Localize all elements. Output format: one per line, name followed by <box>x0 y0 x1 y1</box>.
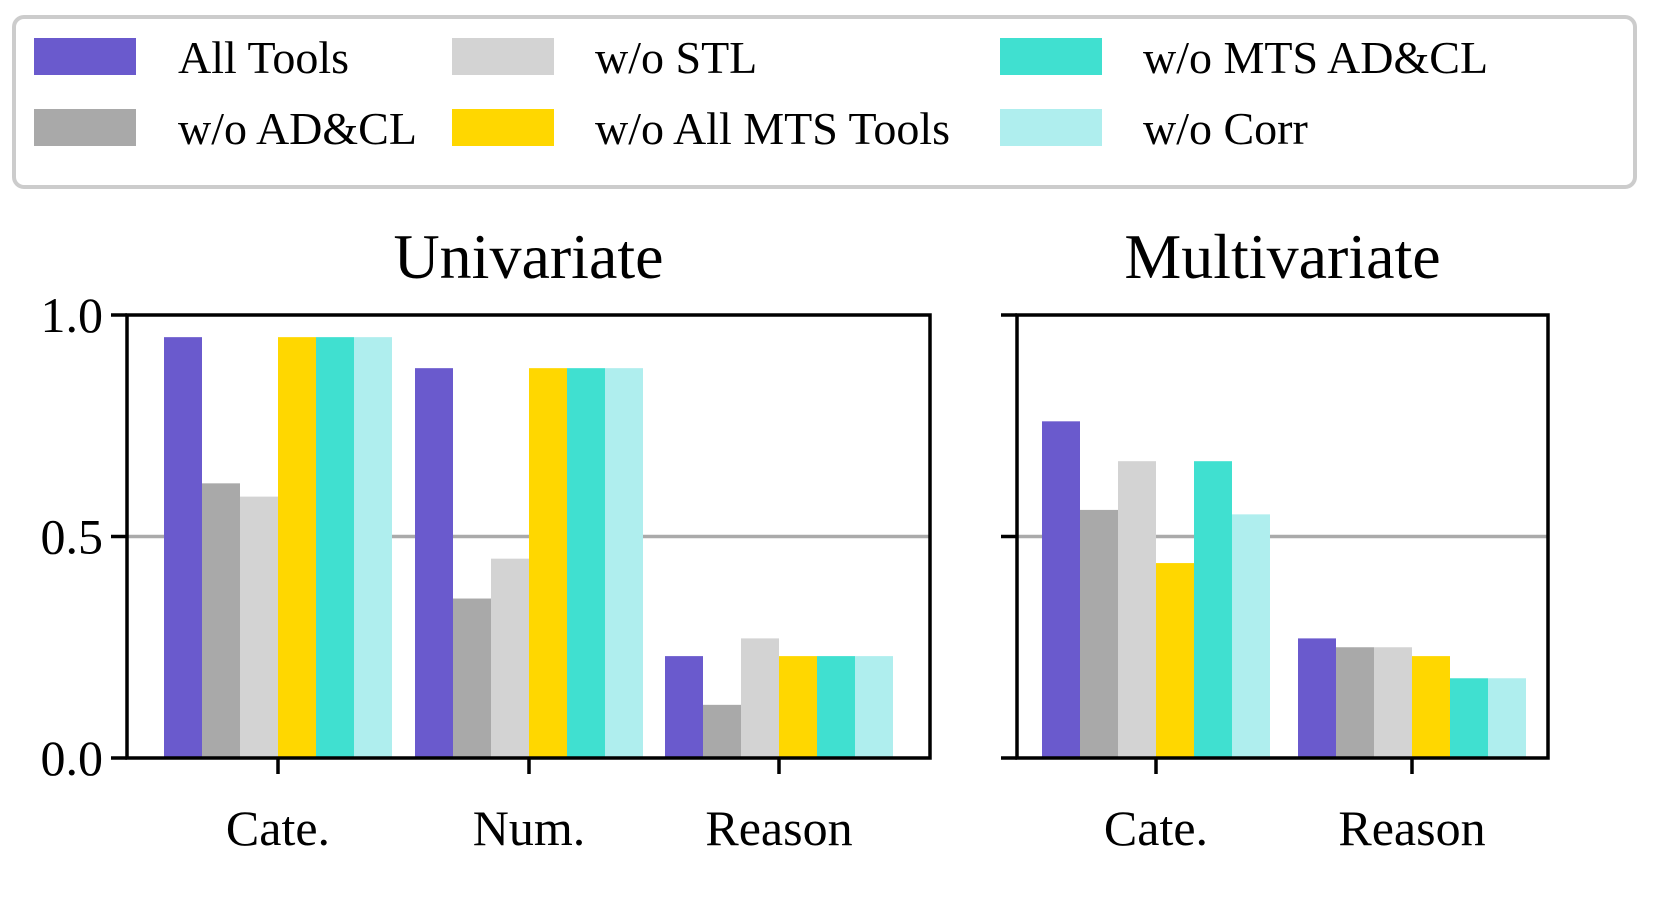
legend-label: w/o STL <box>595 32 757 83</box>
bar <box>741 638 779 758</box>
y-tick-label: 0.5 <box>41 509 104 565</box>
legend-label: w/o AD&CL <box>178 103 417 154</box>
legend-label: w/o Corr <box>1143 103 1308 154</box>
legend-swatch <box>452 38 554 75</box>
bar <box>605 368 643 758</box>
y-tick-label: 1.0 <box>41 287 104 343</box>
bar <box>529 368 567 758</box>
bar <box>316 337 354 758</box>
bar <box>1080 509 1118 758</box>
bar <box>164 337 202 758</box>
bar <box>567 368 605 758</box>
bar <box>1336 647 1374 758</box>
x-tick-label: Num. <box>473 800 586 856</box>
y-tick-label: 0.0 <box>41 730 104 786</box>
panel-multivariate: Multivariate Cate. Reason <box>1001 221 1550 856</box>
bar <box>415 368 453 758</box>
legend-swatch <box>34 109 136 146</box>
bar <box>665 656 703 758</box>
bar <box>1194 461 1232 758</box>
legend-label: All Tools <box>178 32 349 83</box>
bar <box>1412 656 1450 758</box>
panel-title: Multivariate <box>1124 221 1440 292</box>
legend-label: w/o All MTS Tools <box>595 103 950 154</box>
bar <box>1450 678 1488 758</box>
legend-label: w/o MTS AD&CL <box>1143 32 1488 83</box>
x-tick-label: Reason <box>705 800 852 856</box>
legend-frame <box>12 15 1637 189</box>
panel-title: Univariate <box>393 221 663 292</box>
legend: All Tools w/o AD&CL w/o STL w/o All MTS Too… <box>12 15 1637 189</box>
bar <box>1298 638 1336 758</box>
bar <box>354 337 392 758</box>
bar <box>1156 563 1194 758</box>
bar <box>1374 647 1412 758</box>
bar <box>240 496 278 758</box>
legend-swatch <box>1000 38 1102 75</box>
legend-swatch <box>452 109 554 146</box>
bar <box>1118 461 1156 758</box>
bar <box>1488 678 1526 758</box>
legend-swatch <box>1000 109 1102 146</box>
bar <box>202 483 240 758</box>
bar <box>855 656 893 758</box>
bar <box>817 656 855 758</box>
bar <box>703 704 741 758</box>
bar <box>453 598 491 758</box>
bar <box>491 558 529 758</box>
x-tick-label: Reason <box>1338 800 1485 856</box>
bar <box>779 656 817 758</box>
x-tick-label: Cate. <box>226 800 330 856</box>
legend-swatch <box>34 38 136 75</box>
panel-univariate: Univariate 0.0 0.5 1.0 Cate. Num. Reason <box>41 221 932 856</box>
bar <box>278 337 316 758</box>
bar <box>1042 421 1080 758</box>
x-tick-label: Cate. <box>1104 800 1208 856</box>
bar <box>1232 514 1270 758</box>
